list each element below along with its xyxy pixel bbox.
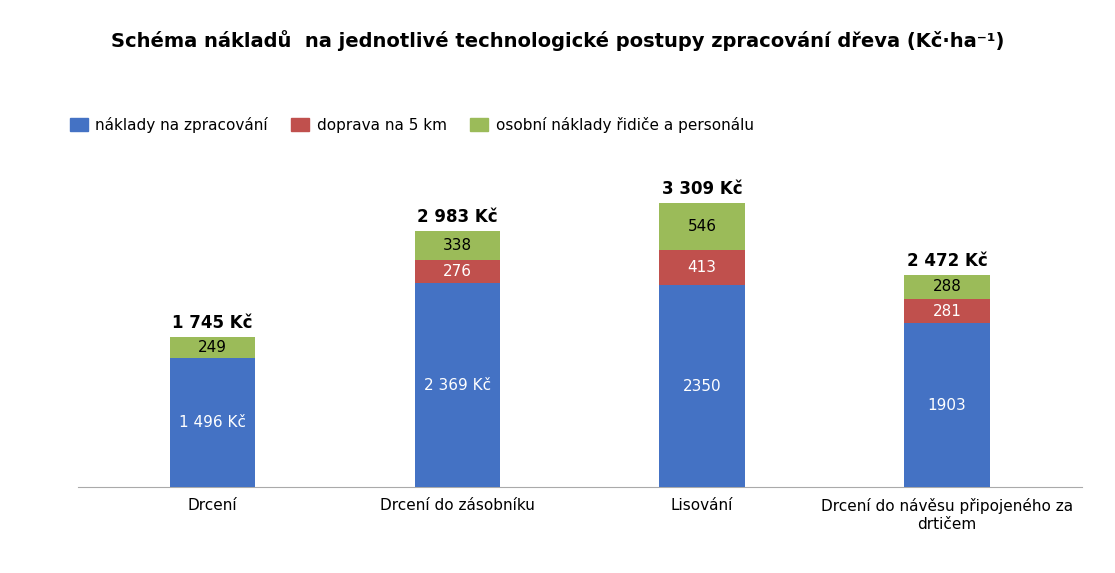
Text: Schéma nákladů  na jednotlivé technologické postupy zpracování dřeva (Kč·ha⁻¹): Schéma nákladů na jednotlivé technologic… — [110, 30, 1005, 50]
Text: 281: 281 — [932, 304, 961, 319]
Bar — [904, 324, 990, 487]
Text: 1903: 1903 — [928, 398, 967, 413]
Text: 413: 413 — [688, 260, 717, 275]
Text: 276: 276 — [443, 264, 472, 279]
Text: 2350: 2350 — [682, 379, 721, 394]
Bar — [904, 299, 990, 324]
Text: 1 496 Kč: 1 496 Kč — [180, 415, 246, 430]
Text: 2 983 Kč: 2 983 Kč — [417, 208, 497, 226]
Bar — [904, 274, 990, 299]
Bar — [415, 284, 501, 487]
Text: 546: 546 — [688, 219, 717, 234]
Text: 2 369 Kč: 2 369 Kč — [424, 378, 491, 393]
Bar — [415, 260, 501, 284]
Bar — [169, 337, 255, 359]
Legend: náklady na zpracování, doprava na 5 km, osobní náklady řidiče a personálu: náklady na zpracování, doprava na 5 km, … — [64, 111, 760, 139]
Text: 288: 288 — [932, 280, 961, 295]
Bar — [659, 203, 745, 250]
Text: 3 309 Kč: 3 309 Kč — [662, 180, 743, 198]
Text: 249: 249 — [198, 340, 227, 355]
Bar — [169, 359, 255, 487]
Text: 338: 338 — [443, 238, 472, 253]
Bar — [659, 250, 745, 285]
Bar — [415, 231, 501, 260]
Bar — [659, 285, 745, 487]
Text: 1 745 Kč: 1 745 Kč — [173, 315, 253, 332]
Text: 2 472 Kč: 2 472 Kč — [906, 252, 987, 270]
